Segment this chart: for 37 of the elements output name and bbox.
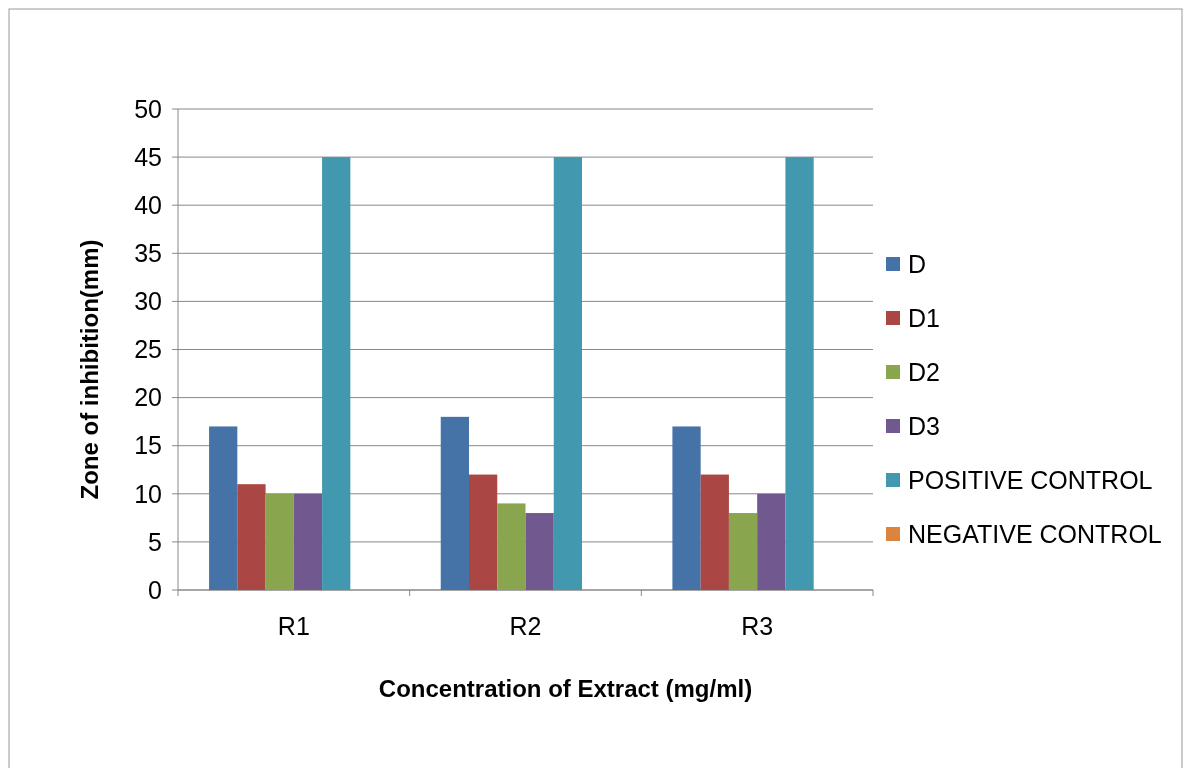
y-tick-label: 35 — [134, 239, 162, 268]
y-axis-title: Zone of inhibition(mm) — [76, 239, 103, 500]
legend-label: D1 — [908, 303, 940, 332]
x-tick-label: R2 — [509, 612, 542, 640]
bar — [209, 426, 238, 590]
bar — [322, 157, 351, 590]
bar — [757, 493, 786, 590]
y-tick-label: 0 — [148, 575, 162, 604]
legend-label: POSITIVE CONTROL — [908, 465, 1153, 494]
x-axis-title: Concentration of Extract (mg/ml) — [378, 675, 753, 702]
bar — [525, 513, 554, 590]
bar — [700, 474, 729, 590]
y-tick-label: 50 — [134, 94, 162, 123]
y-tick-label: 15 — [134, 431, 162, 460]
y-tick-label: 40 — [134, 190, 162, 219]
y-tick-label: 45 — [134, 142, 162, 171]
bar — [237, 484, 266, 590]
x-tick-label: R3 — [741, 612, 774, 640]
legend-label: NEGATIVE CONTROL — [908, 519, 1162, 548]
bar — [728, 513, 758, 590]
bar — [553, 157, 582, 590]
bar — [672, 426, 701, 590]
y-tick-label: 5 — [148, 527, 162, 556]
y-tick-label: 20 — [134, 383, 162, 412]
bar — [440, 416, 469, 590]
bar — [785, 157, 814, 590]
y-tick-label: 25 — [134, 335, 162, 364]
legend-label: D3 — [908, 411, 940, 440]
bar — [265, 493, 294, 590]
x-tick-label: R1 — [277, 612, 310, 640]
bar — [469, 474, 498, 590]
y-tick-label: 30 — [134, 287, 162, 316]
y-tick-label: 10 — [134, 479, 162, 508]
legend-label: D — [908, 249, 927, 278]
bar — [293, 493, 323, 590]
bar — [497, 503, 526, 590]
legend-label: D2 — [908, 357, 940, 386]
